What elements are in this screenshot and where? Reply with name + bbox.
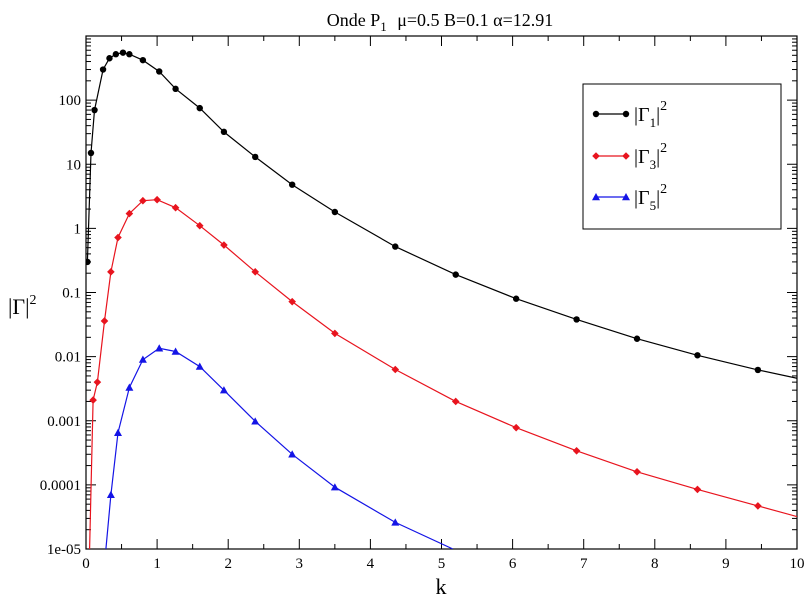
data-point-series-3 bbox=[219, 386, 228, 394]
data-point-series-1 bbox=[119, 49, 127, 56]
data-point-series-2 bbox=[512, 423, 520, 432]
data-point-series-3 bbox=[138, 355, 147, 363]
data-point-series-1 bbox=[288, 181, 296, 188]
legend-label-1: |Γ1|2 bbox=[634, 99, 667, 130]
x-tick-label: 0 bbox=[82, 556, 90, 572]
y-tick-label: 1 bbox=[74, 221, 82, 237]
legend-marker-2 bbox=[592, 152, 600, 160]
series-line-2 bbox=[89, 199, 797, 549]
data-point-series-2 bbox=[288, 297, 296, 306]
y-tick-label: 0.0001 bbox=[40, 478, 81, 494]
data-point-series-1 bbox=[172, 85, 179, 93]
data-point-series-1 bbox=[512, 295, 520, 302]
data-point-series-2 bbox=[139, 196, 147, 205]
axis-ticks: 0 1 2 3 4 5 6 7 8 9 10 100 10 1 0.1 0.01 0.001 0.0001 1e-0… bbox=[40, 36, 805, 572]
y-axis-title-sup: 2 bbox=[30, 293, 37, 308]
chart-title: Onde P1 μ=0.5 B=0.1 α=12.91 bbox=[327, 10, 554, 34]
data-point-series-3 bbox=[113, 428, 122, 436]
data-point-series-1 bbox=[91, 106, 98, 114]
legend-marker-3 bbox=[592, 193, 600, 201]
legend-marker-3 bbox=[622, 193, 630, 201]
data-point-series-2 bbox=[100, 317, 109, 325]
data-point-series-2 bbox=[153, 195, 161, 204]
data-point-series-2 bbox=[331, 329, 339, 338]
title-params: μ=0.5 B=0.1 α=12.91 bbox=[397, 10, 553, 30]
x-tick-label: 5 bbox=[438, 556, 446, 572]
data-point-series-2 bbox=[195, 221, 204, 230]
data-point-series-2 bbox=[171, 203, 180, 212]
data-point-series-3 bbox=[288, 450, 297, 458]
data-point-series-1 bbox=[196, 104, 203, 112]
x-tick-label: 2 bbox=[224, 556, 232, 572]
data-point-series-2 bbox=[220, 241, 228, 249]
data-point-series-1 bbox=[112, 51, 120, 58]
series-layer bbox=[86, 49, 797, 549]
data-point-series-1 bbox=[252, 153, 259, 161]
legend-label-3: |Γ5|2 bbox=[634, 182, 667, 213]
data-point-series-1 bbox=[633, 335, 641, 342]
data-point-series-2 bbox=[89, 396, 97, 404]
x-tick-label: 8 bbox=[651, 556, 659, 572]
data-point-series-2 bbox=[391, 365, 400, 374]
y-tick-label: 10 bbox=[66, 157, 81, 173]
data-point-series-1 bbox=[694, 352, 701, 359]
data-point-series-1 bbox=[106, 55, 113, 62]
data-point-series-1 bbox=[86, 258, 91, 266]
x-tick-label: 6 bbox=[509, 556, 517, 572]
data-point-series-3 bbox=[195, 362, 204, 370]
y-axis-title-main: |Γ| bbox=[8, 294, 30, 319]
data-point-series-2 bbox=[93, 378, 102, 386]
data-point-series-2 bbox=[693, 485, 702, 494]
data-point-series-3 bbox=[171, 347, 180, 355]
y-tick-label: 0.01 bbox=[55, 350, 81, 366]
data-point-series-2 bbox=[451, 397, 460, 406]
data-point-series-1 bbox=[99, 66, 107, 73]
data-point-series-3 bbox=[251, 417, 260, 425]
data-point-series-3 bbox=[125, 383, 134, 391]
data-point-series-2 bbox=[107, 268, 115, 276]
y-tick-label: 0.001 bbox=[47, 414, 81, 430]
y-tick-label: 1e-05 bbox=[47, 542, 81, 558]
data-point-series-3 bbox=[155, 344, 164, 352]
data-point-series-2 bbox=[572, 446, 581, 455]
data-point-series-2 bbox=[633, 467, 641, 476]
x-tick-label: 7 bbox=[580, 556, 588, 572]
x-tick-label: 4 bbox=[367, 556, 375, 572]
data-point-series-3 bbox=[106, 490, 115, 499]
data-point-series-1 bbox=[392, 243, 399, 250]
data-point-series-1 bbox=[573, 316, 580, 323]
y-tick-label: 0.1 bbox=[62, 286, 81, 302]
legend: |Γ1|2 |Γ3|2 |Γ5|2 bbox=[582, 83, 782, 230]
x-axis-title: k bbox=[436, 574, 447, 599]
data-point-series-1 bbox=[87, 149, 95, 157]
data-point-series-1 bbox=[156, 68, 163, 75]
title-sub: 1 bbox=[380, 19, 387, 34]
data-point-series-1 bbox=[331, 208, 339, 216]
data-point-series-3 bbox=[391, 518, 400, 526]
data-point-series-3 bbox=[330, 483, 339, 491]
legend-label-2: |Γ3|2 bbox=[634, 141, 667, 172]
legend-marker-1 bbox=[592, 110, 600, 118]
x-tick-label: 3 bbox=[296, 556, 304, 572]
title-main: Onde P bbox=[327, 10, 381, 30]
data-point-series-1 bbox=[220, 128, 228, 136]
x-tick-label: 1 bbox=[153, 556, 161, 572]
data-point-series-1 bbox=[126, 51, 133, 58]
data-point-series-2 bbox=[251, 268, 260, 276]
legend-marker-1 bbox=[622, 110, 630, 118]
data-point-series-1 bbox=[139, 56, 147, 64]
data-point-series-2 bbox=[125, 209, 134, 218]
data-point-series-2 bbox=[114, 233, 122, 242]
x-tick-label: 9 bbox=[722, 556, 730, 572]
data-point-series-1 bbox=[754, 366, 762, 374]
y-axis-title: |Γ|2 bbox=[8, 293, 37, 319]
x-tick-label: 10 bbox=[790, 556, 805, 572]
y-tick-label: 100 bbox=[59, 93, 82, 109]
data-point-series-1 bbox=[452, 271, 459, 278]
series-line-3 bbox=[105, 347, 454, 549]
legend-marker-2 bbox=[622, 152, 630, 160]
data-point-series-2 bbox=[754, 502, 762, 510]
